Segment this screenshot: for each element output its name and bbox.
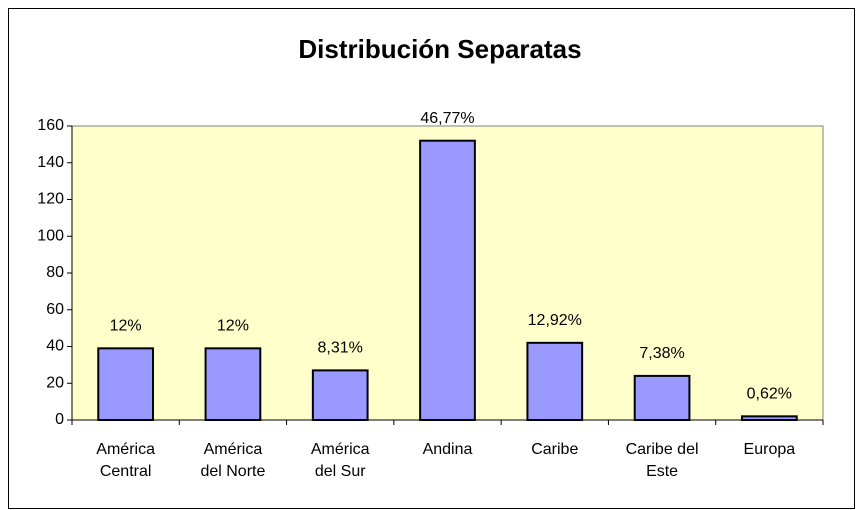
x-tick-label: Andina: [423, 441, 473, 458]
bar: [204, 347, 262, 421]
chart-title: Distribución Separatas: [298, 34, 581, 64]
data-label: 12,92%: [528, 312, 582, 329]
y-tick-label: 40: [46, 338, 64, 355]
data-label: 12%: [217, 318, 249, 335]
y-tick-label: 140: [37, 154, 64, 171]
x-tick-label: Europa: [744, 441, 796, 458]
data-label: 7,38%: [639, 345, 684, 362]
y-tick-label: 80: [46, 264, 64, 281]
data-label: 8,31%: [318, 340, 363, 357]
y-tick-label: 100: [37, 227, 64, 244]
bar: [311, 369, 369, 422]
y-tick-label: 20: [46, 374, 64, 391]
data-label: 12%: [110, 318, 142, 335]
bar: [526, 341, 584, 422]
bar: [740, 415, 798, 422]
bar: [419, 139, 476, 421]
x-tick-label: Caribe: [531, 441, 578, 458]
data-label: 46,77%: [420, 110, 474, 127]
y-tick-label: 160: [37, 117, 64, 134]
x-tick-label: América Central: [96, 441, 155, 480]
y-tick-label: 120: [37, 191, 64, 208]
y-tick-label: 0: [55, 411, 64, 428]
x-tick-label: América del Sur: [311, 441, 370, 480]
bar: [97, 347, 155, 421]
data-label: 0,62%: [747, 386, 792, 403]
y-tick-label: 60: [46, 301, 64, 318]
x-tick-label: Caribe del Este: [626, 441, 699, 480]
bar: [633, 374, 691, 421]
x-tick-label: América del Norte: [200, 441, 265, 480]
